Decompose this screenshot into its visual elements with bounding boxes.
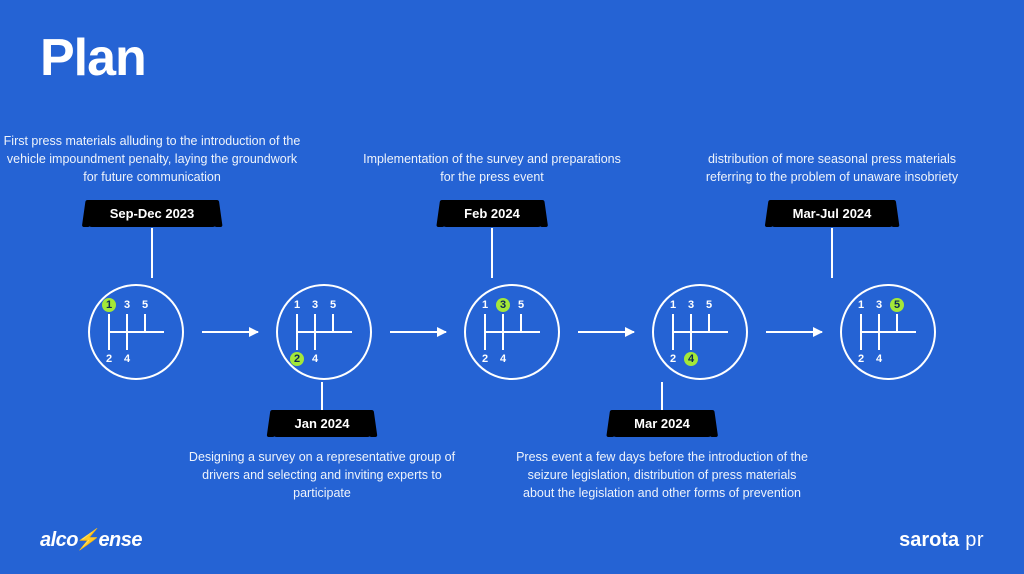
timeline-badge: Mar 2024: [612, 410, 712, 437]
connector-line: [831, 228, 833, 278]
timeline-badge: Jan 2024: [273, 410, 372, 437]
gear-shift-icon: 1 3 5 2 4: [276, 284, 372, 380]
arrow-right-icon: [202, 331, 258, 333]
page-title: Plan: [40, 28, 146, 88]
timeline-description: Press event a few days before the introd…: [512, 448, 812, 502]
arrow-right-icon: [390, 331, 446, 333]
timeline-row: 1 3 5 2 4 1 3 5 2 4 1 3 5 2 4 1 3 5 2 4: [0, 282, 1024, 382]
timeline-badge: Mar-Jul 2024: [771, 200, 894, 227]
gear-shift-icon: 1 3 5 2 4: [88, 284, 184, 380]
timeline-description: Implementation of the survey and prepara…: [362, 150, 622, 186]
arrow-right-icon: [578, 331, 634, 333]
arrow-right-icon: [766, 331, 822, 333]
timeline-description: First press materials alluding to the in…: [2, 132, 302, 186]
gear-shift-icon: 1 3 5 2 4: [464, 284, 560, 380]
timeline-badge: Feb 2024: [442, 200, 542, 227]
gear-shift-icon: 1 3 5 2 4: [652, 284, 748, 380]
connector-line: [661, 382, 663, 410]
logo-sarota-pr: sarota pr: [899, 529, 984, 552]
connector-line: [321, 382, 323, 410]
connector-line: [151, 228, 153, 278]
connector-line: [491, 228, 493, 278]
timeline-description: distribution of more seasonal press mate…: [692, 150, 972, 186]
logo-alcosense: alco⚡ense: [40, 527, 142, 552]
timeline-description: Designing a survey on a representative g…: [172, 448, 472, 502]
timeline-badge: Sep-Dec 2023: [88, 200, 217, 227]
gear-shift-icon: 1 3 5 2 4: [840, 284, 936, 380]
